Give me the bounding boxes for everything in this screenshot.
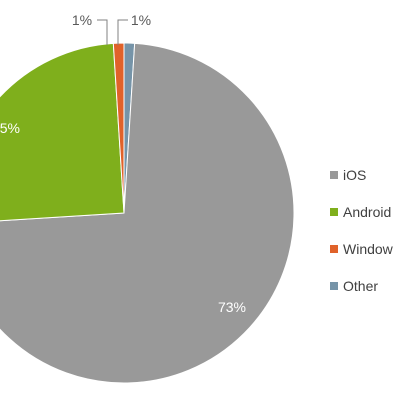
legend-label-ios: iOS bbox=[343, 167, 367, 183]
pie-slice-android bbox=[0, 42, 125, 222]
legend-swatch-ios bbox=[330, 171, 338, 179]
legend-label-android: Android bbox=[343, 204, 392, 220]
legend-label-other: Other bbox=[343, 278, 379, 294]
legend-label-window: Window bbox=[343, 241, 393, 257]
legend-swatch-android bbox=[330, 208, 338, 216]
legend-swatch-other bbox=[330, 282, 338, 290]
legend-item-android: Android bbox=[330, 203, 393, 221]
pie-slice-ios bbox=[0, 42, 295, 384]
data-label-ios: 73% bbox=[218, 299, 246, 315]
data-label-android: 25% bbox=[0, 120, 20, 136]
pie-slice-window bbox=[112, 42, 125, 214]
legend-item-other: Other bbox=[330, 277, 393, 295]
legend-item-window: Window bbox=[330, 240, 393, 258]
leader-line-window bbox=[97, 19, 108, 45]
data-label-other: 1% bbox=[131, 12, 151, 28]
legend-swatch-window bbox=[330, 245, 338, 253]
legend: iOS Android Window Other bbox=[330, 166, 393, 314]
data-label-window: 1% bbox=[72, 12, 92, 28]
leader-line-other bbox=[117, 19, 128, 45]
legend-item-ios: iOS bbox=[330, 166, 393, 184]
